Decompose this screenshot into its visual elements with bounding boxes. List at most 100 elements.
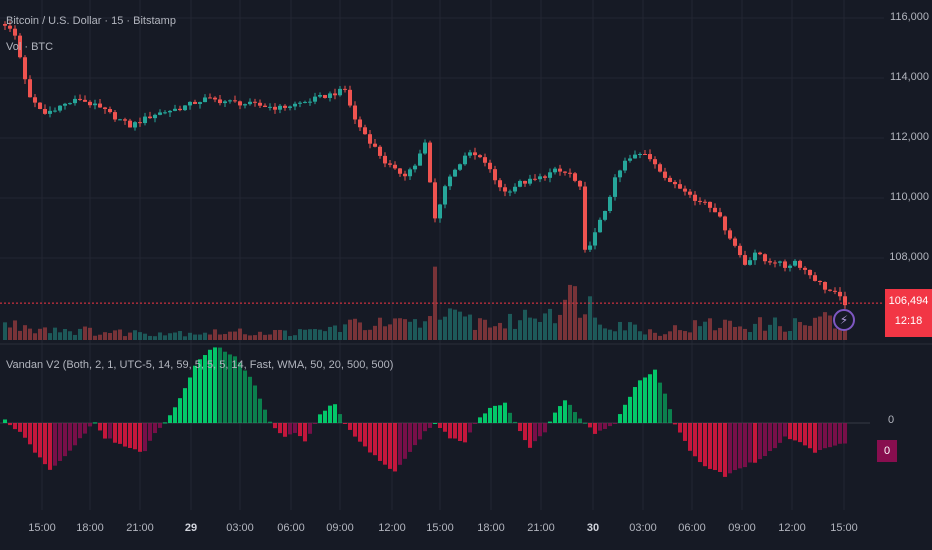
candle-body [123, 119, 127, 121]
volume-bar [368, 329, 372, 340]
oscillator-bar [433, 422, 437, 424]
oscillator-bar [133, 423, 137, 450]
candle-body [693, 194, 697, 201]
volume-bar [458, 311, 462, 340]
candle-body [668, 177, 672, 182]
volume-bar [548, 308, 552, 340]
oscillator-bar [478, 417, 482, 423]
candle-body [708, 201, 712, 208]
volume-bar [358, 322, 362, 340]
candle-body [548, 172, 552, 178]
oscillator-bar [708, 423, 712, 469]
volume-label[interactable]: Vol · BTC [6, 41, 54, 53]
oscillator-bar [573, 412, 577, 423]
volume-bar [123, 336, 127, 340]
candle-body [18, 35, 22, 58]
candle-body [8, 25, 12, 29]
candle-body [318, 95, 322, 97]
volume-bar [673, 325, 677, 340]
volume-bar [728, 320, 732, 340]
candle-body [843, 296, 847, 306]
oscillator-bar [123, 423, 127, 447]
oscillator-bar [833, 423, 837, 446]
volume-bar [558, 314, 562, 340]
oscillator-bar [358, 423, 362, 442]
volume-bar [453, 309, 457, 340]
candle-body [403, 173, 407, 177]
candle-body [218, 99, 222, 104]
oscillator-bar [468, 423, 472, 433]
candle-body [713, 207, 717, 213]
oscillator-bar [718, 423, 722, 473]
volume-bar [393, 318, 397, 340]
oscillator-bar [633, 387, 637, 423]
volume-bar [118, 329, 122, 340]
oscillator-bar [598, 423, 602, 431]
volume-bar [698, 326, 702, 340]
volume-bar [503, 328, 507, 340]
candle-body [373, 143, 377, 147]
candle-body [353, 105, 357, 120]
oscillator-bar [593, 423, 597, 434]
volume-bar [618, 321, 622, 340]
oscillator-bar [93, 422, 97, 424]
candle-body [298, 102, 302, 104]
volume-bar [288, 336, 292, 340]
oscillator-bar [273, 423, 277, 429]
volume-bar [188, 332, 192, 340]
oscillator-bar [303, 423, 307, 442]
oscillator-bar [673, 423, 677, 425]
time-axis-label: 06:00 [277, 522, 305, 534]
oscillator-bar [73, 423, 77, 446]
candle-body [558, 168, 562, 172]
volume-bar [378, 317, 382, 340]
candle-body [293, 103, 297, 107]
volume-bar [573, 286, 577, 340]
volume-bar [628, 322, 632, 340]
indicator-title[interactable]: Vandan V2 (Both, 2, 1, UTC-5, 14, 59, 5,… [6, 359, 394, 371]
oscillator-bar [693, 423, 697, 457]
oscillator-bar [103, 423, 107, 439]
volume-bar [588, 296, 592, 340]
oscillator-bar [758, 423, 762, 460]
volume-bar [413, 319, 417, 340]
candle-body [753, 252, 757, 261]
symbol-title[interactable]: Bitcoin / U.S. Dollar · 15 · Bitstamp [6, 15, 176, 27]
time-axis-label: 03:00 [629, 522, 657, 534]
volume-bar [733, 326, 737, 340]
oscillator-bar [683, 423, 687, 441]
volume-bar [783, 331, 787, 340]
volume-bar [388, 324, 392, 340]
volume-bar [793, 318, 797, 340]
volume-bar [398, 318, 402, 340]
candle-body [133, 122, 137, 128]
candle-body [68, 103, 72, 105]
volume-bar [478, 318, 482, 340]
volume-bar [248, 335, 252, 340]
oscillator-bar [233, 356, 237, 423]
candle-body [83, 99, 87, 102]
candle-body [13, 28, 17, 36]
candle-body [358, 119, 362, 128]
oscillator-bar [613, 423, 617, 424]
candle-body [728, 230, 732, 239]
candle-body [508, 191, 512, 193]
volume-bar [818, 316, 822, 340]
time-axis-label: 06:00 [678, 522, 706, 534]
oscillator-bar [163, 422, 167, 424]
candle-body [118, 119, 122, 121]
candle-body [833, 290, 837, 292]
candle-body [783, 261, 787, 268]
volume-bar [173, 332, 177, 340]
volume-bar [28, 328, 32, 340]
volume-bar [528, 317, 532, 340]
oscillator-bar [568, 404, 572, 423]
oscillator-bar [43, 423, 47, 465]
lightning-icon[interactable]: ⚡ [833, 309, 855, 331]
candle-body [213, 97, 217, 100]
volume-bar [53, 327, 57, 340]
candle-body [638, 154, 642, 156]
oscillator-bar [818, 423, 822, 451]
oscillator-bar [183, 388, 187, 423]
